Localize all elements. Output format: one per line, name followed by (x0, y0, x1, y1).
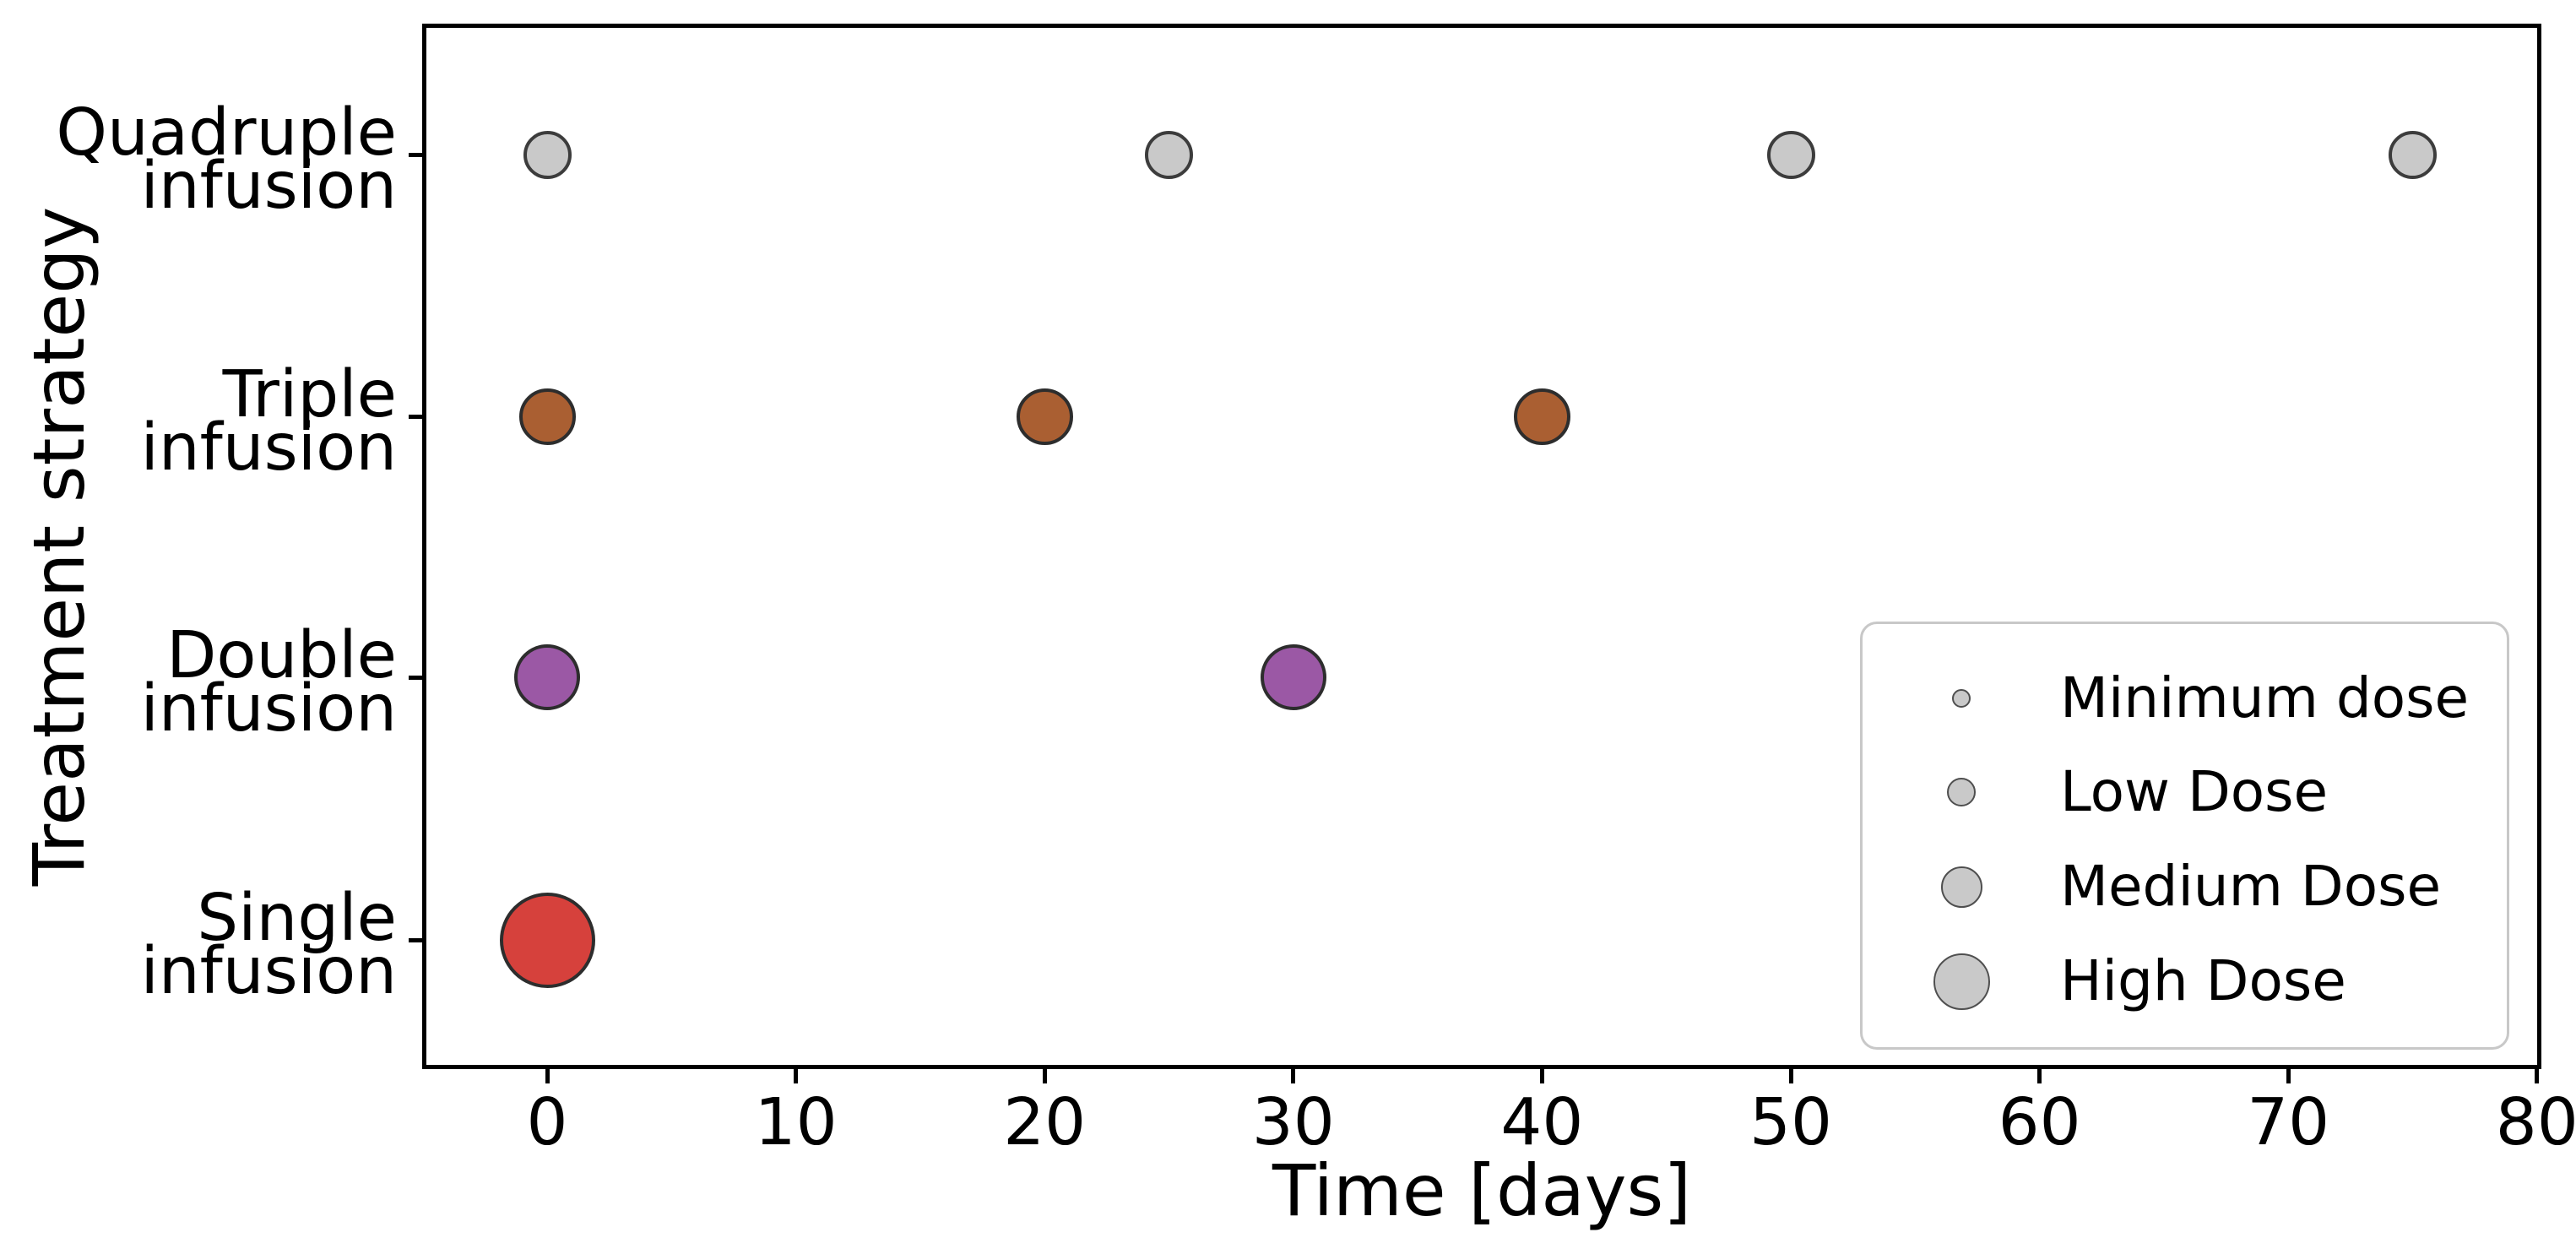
y-tick-label-line: Triple (222, 357, 397, 432)
x-tick-mark-40 (1539, 1068, 1544, 1083)
legend-label: Medium Dose (2060, 854, 2442, 919)
y-tick-mark-2 (409, 675, 422, 680)
x-tick-mark-80 (2535, 1068, 2540, 1083)
scatter-point-triple-infusion-day-20 (1016, 388, 1073, 445)
scatter-points-layer (422, 24, 2541, 1069)
y-tick-label-double-infusion: Double infusion (140, 618, 397, 747)
y-tick-label-quadruple-infusion: Quadruple infusion (56, 95, 397, 224)
legend-marker-circle (1940, 866, 1982, 908)
x-tick-label-80: 80 (2495, 1085, 2576, 1160)
y-tick-mark-0 (409, 152, 422, 157)
x-tick-label-60: 60 (1998, 1085, 2081, 1160)
x-tick-mark-30 (1291, 1068, 1296, 1083)
x-axis-label: Time [days] (1272, 1149, 1692, 1232)
scatter-point-quadruple-infusion-day-0 (523, 130, 572, 179)
y-tick-mark-3 (409, 937, 422, 942)
y-tick-label-line: infusion (140, 149, 397, 224)
x-tick-label-10: 10 (754, 1085, 838, 1160)
y-tick-label-line: Single (197, 881, 397, 956)
x-tick-label-0: 0 (526, 1085, 568, 1160)
x-tick-mark-20 (1042, 1068, 1047, 1083)
scatter-point-triple-infusion-day-0 (518, 388, 576, 445)
x-tick-mark-70 (2286, 1068, 2291, 1083)
scatter-point-double-infusion-day-30 (1260, 644, 1326, 710)
y-tick-label-line: Quadruple (56, 95, 397, 171)
legend-label: Minimum dose (2060, 665, 2470, 730)
legend: Minimum dose Low Dose Medium Dose High Dose (1860, 622, 2509, 1050)
x-tick-label-30: 30 (1251, 1085, 1335, 1160)
x-tick-mark-0 (545, 1068, 550, 1083)
y-tick-label-triple-infusion: Triple infusion (140, 357, 397, 486)
scatter-point-quadruple-infusion-day-25 (1145, 130, 1193, 179)
scatter-point-single-infusion-day-0 (499, 892, 595, 988)
legend-marker-circle (1947, 778, 1976, 806)
scatter-point-quadruple-infusion-day-75 (2389, 130, 2437, 179)
x-tick-label-40: 40 (1500, 1085, 1584, 1160)
y-tick-label-line: infusion (140, 671, 397, 747)
y-tick-label-line: infusion (140, 410, 397, 486)
x-tick-label-50: 50 (1749, 1085, 1832, 1160)
y-tick-label-line: Double (166, 618, 397, 693)
y-tick-label-single-infusion: Single infusion (140, 881, 397, 1009)
y-tick-mark-1 (409, 414, 422, 419)
legend-marker-circle (1933, 953, 1990, 1010)
legend-label: Low Dose (2060, 759, 2329, 824)
x-tick-label-70: 70 (2247, 1085, 2330, 1160)
x-tick-mark-10 (794, 1068, 799, 1083)
scatter-point-double-infusion-day-0 (514, 644, 580, 710)
scatter-point-quadruple-infusion-day-50 (1766, 130, 1815, 179)
y-axis-label: Treatment strategy (18, 206, 100, 887)
scatter-point-triple-infusion-day-40 (1513, 388, 1570, 445)
y-tick-label-line: infusion (140, 934, 397, 1009)
legend-label: High Dose (2060, 948, 2346, 1013)
x-tick-mark-50 (1788, 1068, 1793, 1083)
x-tick-mark-60 (2037, 1068, 2042, 1083)
x-tick-label-20: 20 (1003, 1085, 1087, 1160)
legend-marker-circle (1952, 689, 1971, 708)
